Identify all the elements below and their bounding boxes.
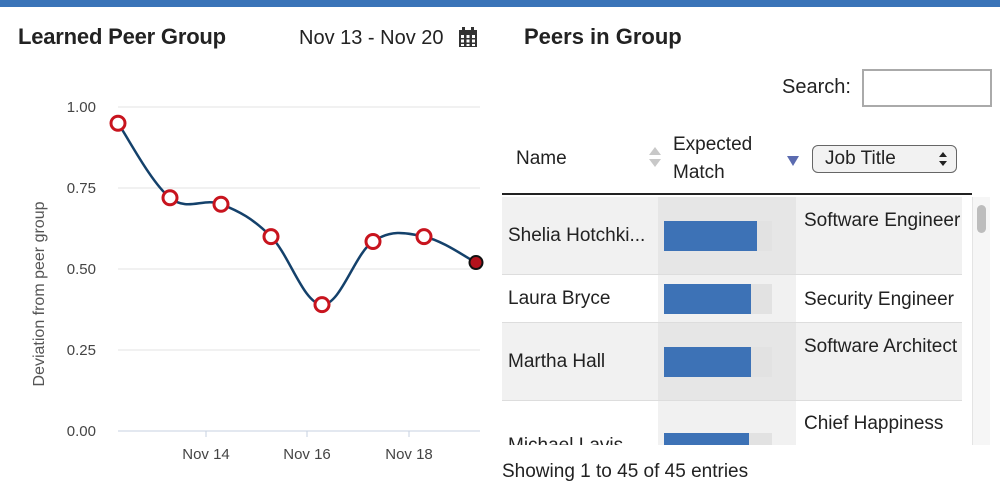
- sort-icon[interactable]: [648, 145, 662, 169]
- match-bar-track: [664, 221, 772, 251]
- y-tick-label: 0.50: [67, 261, 96, 278]
- job-title: Software Engineer: [804, 210, 961, 231]
- table-scrollbar[interactable]: [972, 197, 990, 445]
- series-line: [116, 122, 477, 306]
- table-row[interactable]: Martha Hall Software Architect: [502, 323, 962, 401]
- table-header: Name Expected Match Job Title: [502, 125, 972, 195]
- column-header-name[interactable]: Name: [516, 148, 567, 169]
- match-bar-track: [664, 347, 772, 377]
- data-point[interactable]: [262, 228, 280, 246]
- job-title: Chief Happiness: [804, 413, 944, 434]
- x-tick-label: Nov 14: [182, 446, 230, 463]
- peers-in-group-panel: Peers in Group Search: Name Expected Mat…: [492, 7, 1000, 498]
- data-point[interactable]: [109, 114, 127, 132]
- y-tick-label: 0.25: [67, 342, 96, 359]
- match-bar-fill: [664, 433, 750, 445]
- data-point[interactable]: [364, 232, 382, 250]
- learned-peer-group-panel: Learned Peer Group Nov 13 - Nov 20 0.00 0…: [0, 7, 492, 498]
- panel-title: Peers in Group: [524, 24, 682, 49]
- sort-descending-icon[interactable]: [786, 155, 800, 167]
- match-bar-fill: [664, 221, 757, 251]
- expected-match-cell: [658, 401, 796, 445]
- match-bar-fill: [664, 347, 752, 377]
- deviation-chart-svg: 0.000.250.500.751.00 Nov 14 Nov 16 Nov 18 …: [31, 99, 484, 463]
- y-tick-label: 0.75: [67, 180, 96, 197]
- data-point[interactable]: [468, 255, 484, 271]
- peer-name: Martha Hall: [508, 351, 606, 372]
- table-row[interactable]: Michael Lavis Chief Happiness: [502, 401, 962, 445]
- match-bar-fill: [664, 284, 752, 314]
- job-title: Software Architect: [804, 336, 958, 357]
- peer-name: Laura Bryce: [508, 288, 611, 309]
- select-arrows-icon: [939, 152, 947, 166]
- date-range[interactable]: Nov 13 - Nov 20: [299, 27, 444, 49]
- data-point[interactable]: [161, 189, 179, 207]
- y-tick-label: 0.00: [67, 423, 96, 440]
- peers-table-body: Shelia Hotchki... Software Engineer Laura …: [502, 197, 962, 445]
- x-tick-label: Nov 18: [385, 446, 433, 463]
- deviation-chart: 0.00 0.25 0.50 0.75 1.00 Nov 14 Nov 16 Nov 18 …: [0, 67, 492, 487]
- calendar-icon[interactable]: [458, 27, 478, 48]
- search-label: Search:: [782, 76, 851, 98]
- scrollbar-thumb[interactable]: [977, 205, 986, 233]
- column-header-expected-match[interactable]: Expected Match: [673, 134, 753, 183]
- peer-name: Shelia Hotchki...: [508, 225, 646, 246]
- top-accent-bar: [0, 0, 1000, 7]
- data-point[interactable]: [415, 228, 433, 246]
- match-bar-track: [664, 284, 772, 314]
- table-row[interactable]: Shelia Hotchki... Software Engineer: [502, 197, 962, 275]
- data-point[interactable]: [313, 296, 331, 314]
- search-input[interactable]: [862, 69, 992, 107]
- y-axis-label: Deviation from peer group: [31, 201, 48, 386]
- job-title: Security Engineer: [804, 289, 954, 310]
- expected-match-cell: [658, 275, 796, 322]
- table-info: Showing 1 to 45 of 45 entries: [502, 461, 749, 482]
- data-point[interactable]: [212, 195, 230, 213]
- y-tick-label: 1.00: [67, 99, 96, 116]
- match-bar-track: [664, 433, 772, 445]
- peer-name: Michael Lavis: [508, 435, 623, 445]
- expected-match-cell: [658, 323, 796, 400]
- table-row[interactable]: Laura Bryce Security Engineer: [502, 275, 962, 323]
- job-title-select[interactable]: Job Title: [812, 145, 957, 173]
- expected-match-cell: [658, 197, 796, 274]
- job-title-select-value: Job Title: [825, 148, 896, 169]
- x-tick-label: Nov 16: [283, 446, 331, 463]
- panel-title: Learned Peer Group: [18, 24, 226, 49]
